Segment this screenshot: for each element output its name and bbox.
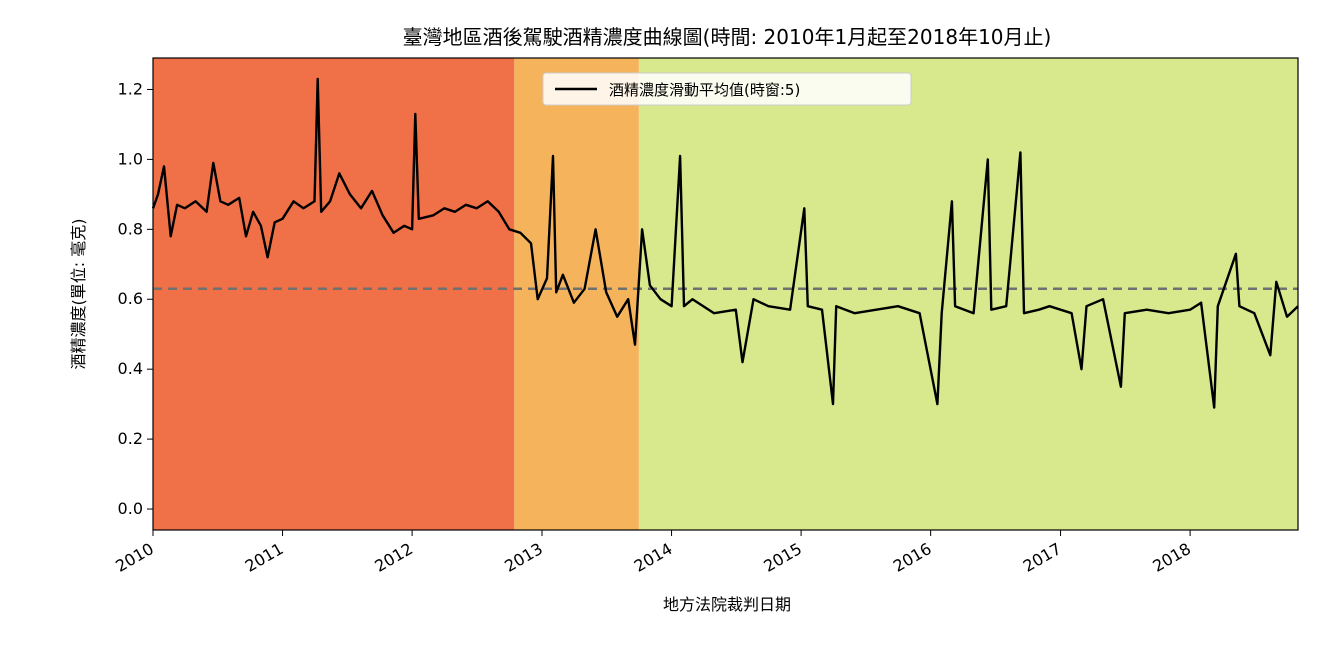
y-tick-label: 0.4 bbox=[118, 359, 143, 378]
x-tick-label: 2018 bbox=[1149, 539, 1194, 576]
x-axis: 2010 2011 2012 2013 2014 2015 2016 2017 2018 bbox=[112, 530, 1194, 576]
plot-frame bbox=[152, 57, 1299, 531]
x-tick-label: 2015 bbox=[760, 539, 805, 576]
legend-label: 酒精濃度滑動平均值(時窗:5) bbox=[609, 81, 800, 99]
background-band-2 bbox=[638, 58, 1298, 530]
x-tick-label: 2012 bbox=[371, 539, 416, 576]
x-tick-label: 2016 bbox=[890, 539, 935, 576]
x-tick-label: 2011 bbox=[242, 539, 287, 576]
background-band-0 bbox=[153, 58, 515, 530]
background-band-1 bbox=[514, 58, 639, 530]
y-tick-label: 1.0 bbox=[118, 149, 143, 168]
y-tick-label: 1.2 bbox=[118, 79, 143, 98]
y-tick-label: 0.2 bbox=[118, 429, 143, 448]
chart-title: 臺灣地區酒後駕駛酒精濃度曲線圖(時間: 2010年1月起至2018年10月止) bbox=[403, 25, 1052, 49]
legend-box bbox=[542, 72, 912, 106]
y-axis: 0.0 0.2 0.4 0.6 0.8 1.0 1.2 bbox=[118, 79, 153, 518]
x-axis-title: 地方法院裁判日期 bbox=[663, 595, 791, 614]
x-tick-label: 2010 bbox=[112, 539, 157, 576]
series-line bbox=[151, 77, 1299, 409]
y-tick-label: 0.0 bbox=[118, 499, 143, 518]
x-tick-label: 2017 bbox=[1020, 539, 1065, 576]
y-tick-label: 0.6 bbox=[118, 289, 143, 308]
y-axis-title: 酒精濃度(單位: 毫克) bbox=[69, 219, 88, 370]
legend: 酒精濃度滑動平均值(時窗:5) bbox=[542, 72, 912, 106]
y-tick-label: 0.8 bbox=[118, 219, 143, 238]
x-tick-label: 2013 bbox=[501, 539, 546, 576]
x-tick-label: 2014 bbox=[631, 539, 676, 576]
background-bands bbox=[153, 58, 1298, 530]
